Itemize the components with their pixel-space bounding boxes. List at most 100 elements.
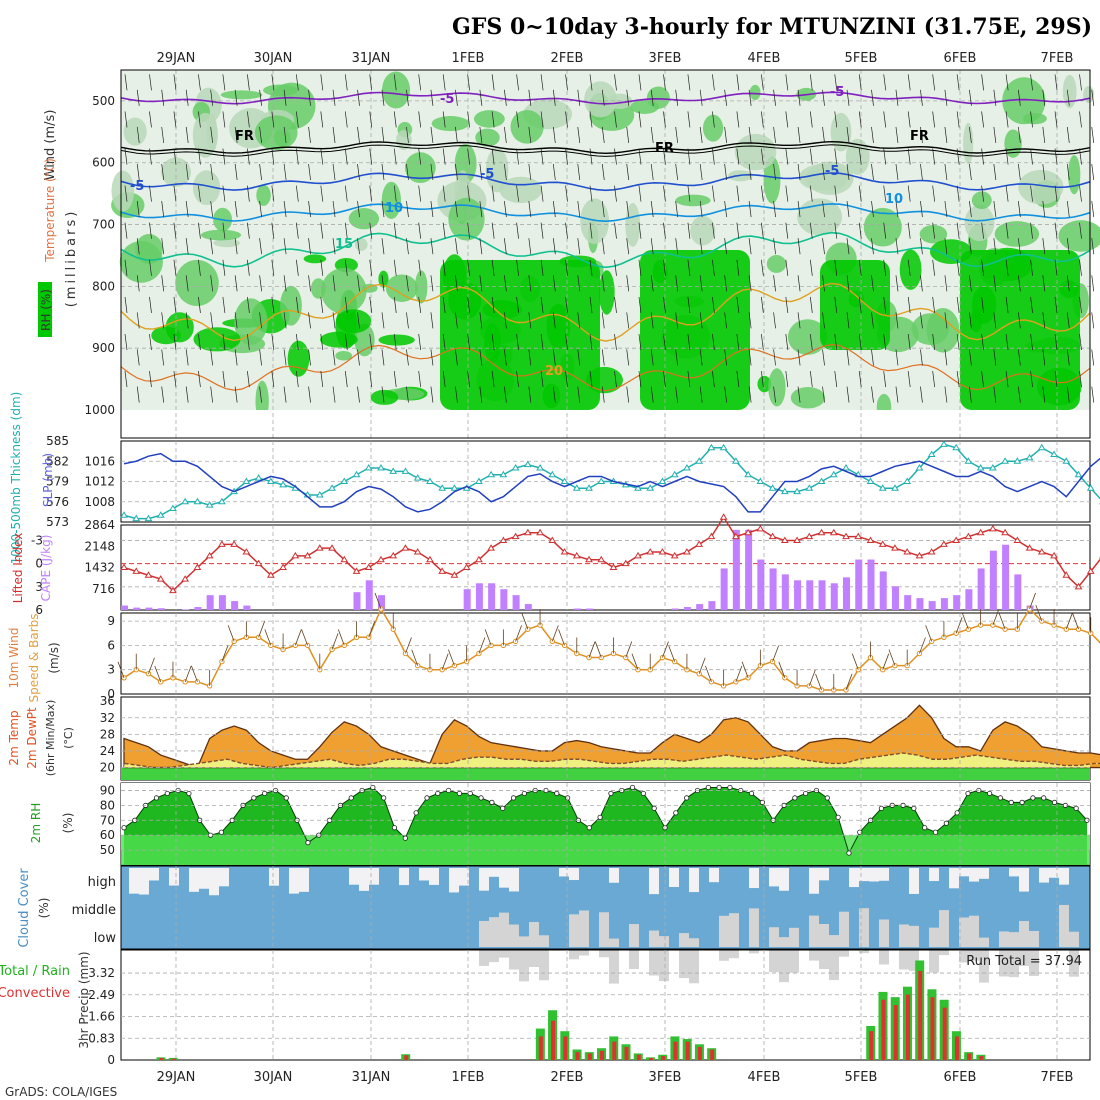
wind-barb [736, 111, 740, 128]
wind-barb [981, 371, 984, 388]
top-date-label: 7FEB [1041, 51, 1074, 66]
cloud-low-gray [859, 908, 869, 954]
rh-tick: 50 [100, 843, 115, 857]
cape-bar [586, 608, 594, 610]
wind-barb [455, 275, 458, 292]
wind-barb [858, 259, 862, 276]
thickness-line-marker [144, 514, 153, 522]
wind-barb [1030, 185, 1033, 202]
cape-bar [671, 608, 679, 610]
rh-marker [608, 790, 614, 797]
rh2m-ylabel-2: (%) [61, 813, 75, 834]
wind-barb [761, 296, 764, 313]
wind-barb [430, 312, 434, 329]
wind-barb [161, 201, 165, 218]
wind-barb [712, 148, 715, 165]
cape-bar [463, 589, 471, 610]
wind-barb [956, 74, 960, 91]
wind-barb [1030, 222, 1033, 239]
rh-shading [485, 147, 509, 193]
lifted-index-line-marker [670, 551, 679, 559]
wind-barb [1066, 89, 1070, 106]
wind-barb-10m [698, 657, 706, 674]
cloud-high-gap [689, 868, 699, 893]
wind-barb [1017, 89, 1021, 106]
wind-barb [234, 386, 238, 403]
rh-marker [922, 825, 928, 831]
wind-barb [357, 89, 360, 106]
rh-marker [565, 795, 571, 801]
rh-moist-region [640, 250, 750, 410]
wind-barb [797, 201, 801, 218]
wind-barb-10m [191, 665, 198, 682]
rh-shading [798, 163, 849, 192]
wind-barb [589, 185, 593, 202]
wind-barb [577, 238, 581, 255]
rh-marker [391, 825, 398, 831]
rh-shading [287, 340, 310, 377]
wind-barb [724, 238, 727, 255]
wind-barb [369, 148, 373, 165]
lifted-index-line-marker [413, 548, 422, 555]
wind-barb [210, 89, 214, 106]
rh-marker [727, 784, 733, 791]
wind-barb [406, 201, 409, 218]
wind-barb [736, 333, 740, 351]
wind-barb [956, 296, 960, 313]
lifted-index-line-marker [230, 540, 239, 547]
wind-barb-10m [851, 653, 859, 670]
wind-barb [1017, 386, 1021, 403]
wind-barb [1017, 312, 1021, 329]
thickness-line-marker [780, 487, 789, 495]
wind10-ylabel-1: 10m Wind [7, 628, 21, 689]
wind-barb [1042, 349, 1046, 366]
lifted-index-line-marker [426, 555, 434, 563]
wind-barb-10m [625, 641, 633, 658]
wind-barb [687, 148, 691, 165]
bottom-date-label: 2FEB [551, 1070, 584, 1085]
lifted-index-line-marker [475, 555, 483, 563]
wind-barb [418, 74, 422, 91]
lifted-index-line-marker [1074, 582, 1083, 590]
rh-shading [690, 215, 716, 246]
wind-barb [455, 238, 458, 255]
cape-lifted-index-panel: -3 0 3 6 2864 2148 1432 716 [31, 513, 1100, 617]
lifted-index-line-marker [169, 586, 177, 594]
precip-convective-bar [171, 1058, 176, 1060]
wind-barb-10m [925, 625, 933, 642]
wind-barb [467, 259, 470, 276]
wind-barb [479, 312, 483, 329]
thickness-line-marker [585, 484, 593, 491]
wind-barb [418, 222, 422, 239]
lifted-index-line-marker [842, 532, 850, 540]
wind10m-panel: 9 6 3 0 [107, 592, 1100, 701]
rh-shading [971, 191, 992, 210]
rh-shading [749, 84, 761, 101]
rh-marker [164, 790, 170, 797]
wind-barb [418, 259, 422, 276]
precip-run-total: Run Total = 37.94 [966, 954, 1082, 969]
wind-barb [822, 126, 825, 143]
cape-tick: 2148 [84, 539, 115, 553]
wind-barb-10m [221, 645, 229, 662]
rh-marker [402, 835, 408, 841]
wind-barb [614, 148, 617, 165]
wind-barb [1030, 74, 1033, 91]
wind-barb [748, 126, 752, 143]
wind-barb [663, 333, 666, 351]
wind-barb [981, 74, 984, 91]
cloud-high-gap [139, 868, 149, 895]
rh-shading [254, 115, 298, 151]
wind-barb [259, 349, 262, 366]
rh-shading [263, 84, 298, 97]
wind-barb [1054, 111, 1058, 128]
bottom-date-label: 4FEB [748, 1070, 781, 1085]
wind-barb-10m [882, 653, 890, 670]
wind-barb [504, 386, 507, 403]
cloud-high-gap [769, 868, 779, 887]
cloud-high-gap [429, 868, 439, 885]
wind-barb [748, 386, 752, 403]
footer-credit: GrADS: COLA/IGES [5, 1085, 117, 1099]
wind-barb [589, 259, 593, 276]
wind-barb [1005, 371, 1009, 388]
